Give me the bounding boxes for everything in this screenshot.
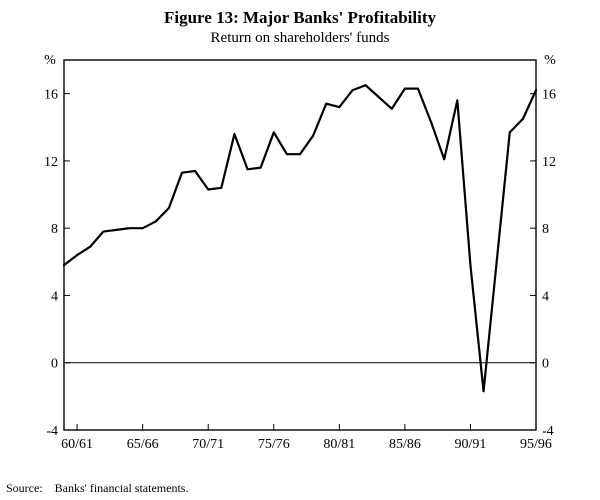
chart-source: Source: Banks' financial statements. [6,481,188,496]
svg-text:4: 4 [542,289,549,304]
svg-text:-4: -4 [46,424,58,439]
svg-text:70/71: 70/71 [192,437,224,452]
svg-text:0: 0 [51,357,58,372]
svg-text:8: 8 [542,222,549,237]
chart-area: -4-400448812121616%%60/6165/6670/7175/76… [22,52,578,462]
svg-text:4: 4 [51,289,58,304]
svg-text:%: % [44,53,56,68]
svg-text:0: 0 [542,357,549,372]
svg-text:12: 12 [44,155,58,170]
svg-text:90/91: 90/91 [454,437,486,452]
svg-text:80/81: 80/81 [323,437,355,452]
svg-text:75/76: 75/76 [258,437,290,452]
svg-text:85/86: 85/86 [389,437,421,452]
chart-title: Figure 13: Major Banks' Profitability [0,0,600,28]
chart-subtitle: Return on shareholders' funds [0,30,600,47]
chart-svg: -4-400448812121616%%60/6165/6670/7175/76… [22,52,578,462]
svg-text:65/66: 65/66 [127,437,159,452]
svg-text:95/96: 95/96 [520,437,552,452]
svg-text:12: 12 [542,155,556,170]
svg-text:16: 16 [44,88,58,103]
svg-text:16: 16 [542,88,556,103]
svg-text:60/61: 60/61 [61,437,93,452]
svg-text:%: % [544,53,556,68]
svg-text:8: 8 [51,222,58,237]
